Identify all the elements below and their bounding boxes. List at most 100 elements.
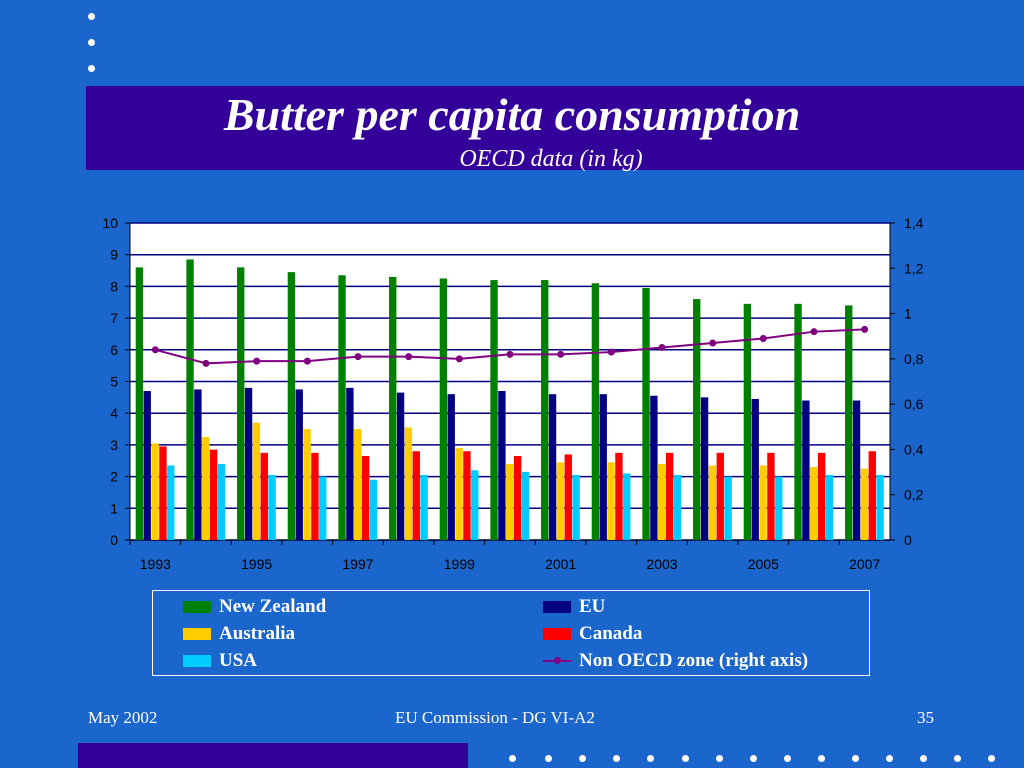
bar-new-zealand [541, 280, 549, 540]
bar-usa [167, 465, 175, 540]
bar-new-zealand [845, 305, 853, 540]
legend-swatch-canada [543, 628, 571, 640]
bar-usa [471, 470, 479, 540]
title-band [86, 86, 1024, 170]
bar-canada [463, 451, 471, 540]
point-non-oecd-zone [709, 339, 717, 347]
x-tick-label: 1995 [241, 556, 272, 572]
y-tick-label: 4 [110, 405, 118, 421]
bar-new-zealand [591, 283, 600, 540]
point-non-oecd-zone [810, 328, 818, 336]
bar-usa [572, 475, 580, 540]
y2-tick-label: 0,4 [904, 441, 924, 457]
bar-new-zealand [693, 299, 701, 540]
bar-usa [673, 475, 682, 540]
bar-canada [412, 451, 420, 540]
point-non-oecd-zone [202, 359, 210, 367]
bar-eu [295, 389, 303, 540]
y-tick-label: 7 [110, 310, 118, 326]
bar-australia [556, 462, 565, 540]
bar-canada [868, 451, 876, 540]
legend-label-australia: Australia [219, 623, 295, 644]
bar-new-zealand [237, 267, 245, 540]
x-tick-label: 1997 [342, 556, 373, 572]
bar-canada [564, 454, 572, 540]
dot [886, 755, 893, 762]
dot [647, 755, 654, 762]
point-non-oecd-zone [303, 357, 311, 365]
bar-new-zealand [743, 303, 752, 540]
bar-usa [268, 475, 276, 540]
bar-australia [607, 462, 615, 540]
y-tick-label: 1 [110, 500, 118, 516]
bar-canada [311, 452, 319, 540]
bar-usa [825, 475, 834, 540]
point-non-oecd-zone [658, 344, 666, 352]
point-non-oecd-zone [607, 348, 615, 356]
y-tick-label: 9 [110, 247, 118, 263]
point-non-oecd-zone [506, 350, 514, 358]
bar-new-zealand [490, 280, 498, 540]
bar-usa [623, 473, 631, 540]
bar-new-zealand [794, 303, 802, 540]
dot [852, 755, 859, 762]
footer-organization: EU Commission - DG VI-A2 [395, 708, 595, 727]
bar-eu [751, 398, 759, 540]
legend-swatch-eu [543, 601, 571, 613]
x-tick-label: 1993 [140, 556, 171, 572]
y2-tick-label: 1,4 [904, 215, 924, 231]
dot [988, 755, 995, 762]
bar-australia [354, 429, 362, 540]
y-tick-label: 8 [110, 278, 118, 294]
dot [579, 755, 586, 762]
legend-item-canada: Canada [543, 622, 642, 646]
x-tick-label: 2003 [646, 556, 677, 572]
bar-new-zealand [135, 267, 144, 540]
dot [509, 755, 516, 762]
y-tick-label: 10 [102, 215, 118, 231]
bar-eu [498, 391, 506, 540]
bar-new-zealand [642, 287, 650, 540]
legend-label-usa: USA [219, 650, 258, 671]
point-non-oecd-zone [151, 346, 159, 354]
point-non-oecd-zone [253, 357, 261, 365]
bar-new-zealand [439, 278, 448, 540]
legend-label-non-oecd: Non OECD zone (right axis) [579, 650, 809, 671]
footer-page-number: 35 [917, 708, 934, 727]
y-tick-label: 6 [110, 342, 118, 358]
dot [682, 755, 689, 762]
bar-eu [599, 394, 607, 540]
bar-canada [716, 452, 724, 540]
bar-usa [521, 471, 530, 540]
legend-item-australia: Australia [183, 622, 295, 646]
bar-usa [369, 479, 378, 540]
bar-eu [548, 394, 557, 540]
bar-eu [244, 387, 253, 540]
y-tick-label: 0 [110, 532, 118, 548]
point-non-oecd-zone [861, 325, 869, 333]
bar-new-zealand [287, 272, 296, 540]
bar-canada [361, 455, 370, 540]
bar-eu [447, 394, 455, 540]
y2-tick-label: 1,2 [904, 260, 924, 276]
bar-canada [513, 455, 522, 540]
legend-swatch-australia [183, 628, 211, 640]
bar-australia [759, 465, 767, 540]
bar-usa [876, 475, 884, 540]
bar-australia [810, 467, 818, 540]
y2-tick-label: 1 [904, 306, 912, 322]
bar-eu [650, 395, 658, 540]
point-non-oecd-zone [405, 353, 413, 361]
legend-label-eu: EU [579, 596, 606, 617]
y2-tick-label: 0,8 [904, 351, 924, 367]
bottom-band [78, 743, 468, 768]
chart-legend: New Zealand EU Australia Canada USA Non … [152, 590, 870, 676]
bar-eu [700, 397, 709, 540]
bar-eu [194, 389, 202, 540]
bar-usa [724, 476, 732, 540]
bar-usa [319, 476, 327, 540]
dot [545, 755, 552, 762]
point-non-oecd-zone [759, 334, 767, 342]
bar-usa [217, 463, 226, 540]
bar-australia [860, 468, 869, 540]
